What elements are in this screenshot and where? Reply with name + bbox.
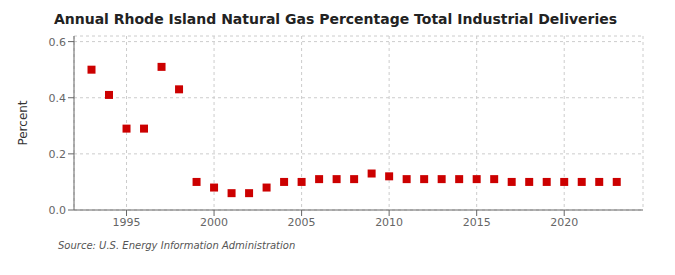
svg-text:0.2: 0.2: [49, 148, 67, 161]
svg-text:Percent: Percent: [16, 100, 30, 145]
svg-text:2010: 2010: [375, 216, 403, 229]
html-text:Source: U.S. Energy Informatio: Source: U.S. Energy Information Administ…: [58, 240, 296, 251]
svg-text:0.4: 0.4: [49, 92, 67, 105]
svg-text:0.6: 0.6: [49, 36, 67, 49]
svg-text:2000: 2000: [200, 216, 228, 229]
svg-text:2005: 2005: [288, 216, 316, 229]
svg-text:2015: 2015: [463, 216, 491, 229]
svg-text:1995: 1995: [113, 216, 141, 229]
svg-text:0.0: 0.0: [49, 204, 67, 217]
svg-text:2020: 2020: [550, 216, 578, 229]
html-text:Annual Rhode Island Natural Ga: Annual Rhode Island Natural Gas Percenta…: [53, 11, 618, 27]
